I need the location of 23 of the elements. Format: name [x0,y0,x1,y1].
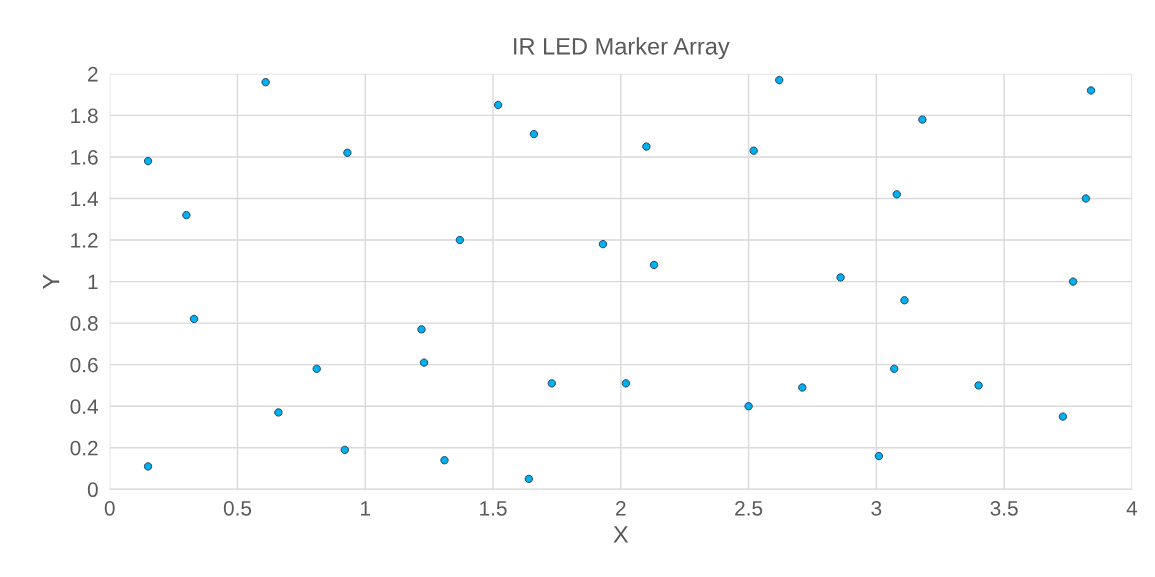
y-tick-label: 1.6 [71,149,98,165]
x-tick-label: 4 [1126,501,1138,516]
x-tick-label: 1.5 [480,501,507,516]
y-tick-label: 1 [88,274,98,290]
x-tick-label: 3 [871,500,882,516]
y-tick-label: 0.6 [70,357,98,373]
y-tick-label: 0 [87,482,98,498]
x-tick-label: 1 [361,501,371,516]
x-tick-label: 0 [104,500,115,516]
y-axis-title: Y [42,274,60,289]
x-tick-label: 2 [616,500,626,516]
x-tick-label: 0.5 [223,500,252,516]
y-tick-label: 1.2 [71,233,98,248]
y-tick-label: 2 [88,66,98,82]
x-tick-label: 2.5 [735,500,763,516]
y-tick-label: 0.2 [70,440,98,456]
x-tick-label: 3.5 [990,500,1018,516]
y-tick-label: 1.4 [71,191,99,207]
x-axis-title: X [613,526,629,543]
y-tick-label: 0.4 [70,399,99,414]
chart-title: IR LED Marker Array [514,37,730,60]
y-tick-label: 1.8 [71,108,98,124]
y-tick-label: 0.8 [70,316,98,331]
